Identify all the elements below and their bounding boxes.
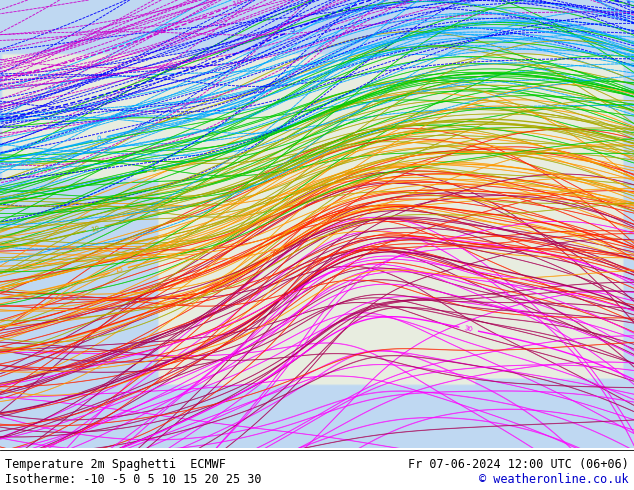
Text: -10: -10: [231, 0, 244, 8]
Text: Temperature 2m Spaghetti  ECMWF: Temperature 2m Spaghetti ECMWF: [5, 458, 226, 470]
Text: Isotherme: -10 -5 0 5 10 15 20 25 30: Isotherme: -10 -5 0 5 10 15 20 25 30: [5, 473, 262, 486]
Text: 15: 15: [113, 266, 124, 274]
Text: 10: 10: [90, 224, 101, 232]
Text: Fr 07-06-2024 12:00 UTC (06+06): Fr 07-06-2024 12:00 UTC (06+06): [408, 458, 629, 470]
Text: 30: 30: [463, 325, 474, 333]
Text: -5: -5: [623, 0, 631, 8]
Text: 5: 5: [152, 167, 157, 173]
Text: 0: 0: [97, 135, 103, 142]
Text: -5: -5: [288, 26, 297, 34]
Text: 20: 20: [270, 248, 281, 258]
Text: 25: 25: [281, 291, 292, 301]
Text: © weatheronline.co.uk: © weatheronline.co.uk: [479, 473, 629, 486]
